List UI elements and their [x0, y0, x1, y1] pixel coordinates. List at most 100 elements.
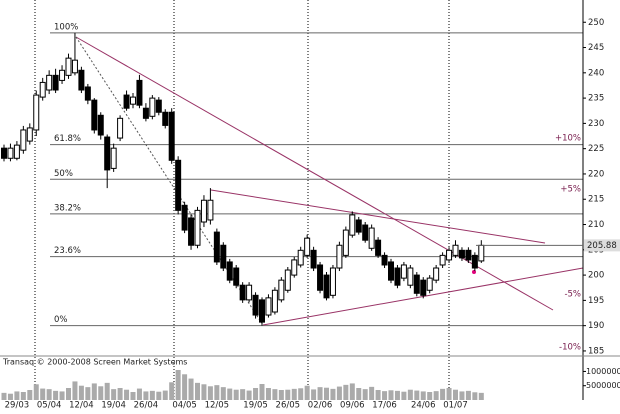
candle-body: [110, 147, 117, 169]
candle-body: [413, 274, 420, 294]
candle-body: [426, 277, 433, 291]
volume-bar: [278, 390, 284, 400]
candle-body: [317, 264, 324, 291]
volume-bar: [420, 391, 426, 400]
volume-bar: [253, 388, 259, 400]
candle-body: [420, 279, 427, 296]
candle-body: [71, 59, 78, 74]
candle-body: [7, 147, 14, 159]
volume-bar: [20, 392, 26, 400]
candle-body: [97, 114, 104, 136]
candle-body: [200, 199, 207, 223]
candle-body: [233, 267, 240, 286]
candle-body: [388, 261, 394, 281]
volume-bar: [195, 382, 200, 400]
candle-body: [181, 204, 188, 231]
volume-bar: [433, 391, 439, 400]
candle-body: [394, 267, 401, 286]
volume-bar: [362, 389, 368, 400]
candle-body: [246, 284, 253, 301]
volume-bar: [78, 385, 84, 400]
fib-label: 38.2%: [54, 203, 81, 213]
volume-bar: [188, 378, 194, 400]
volume-bar: [311, 389, 317, 400]
volume-bar: [27, 390, 33, 400]
candle-body: [136, 79, 143, 106]
candle-body: [342, 229, 349, 256]
volume-bar: [40, 388, 46, 400]
volume-bar: [7, 393, 13, 400]
x-tick-label: 24/06: [411, 401, 436, 411]
y-tick-label: 230: [588, 119, 604, 129]
volume-bar: [330, 388, 336, 400]
x-tick-label: 04/05: [172, 401, 197, 411]
candle-body: [13, 144, 20, 159]
x-tick-label: 26/05: [276, 401, 301, 411]
volume-bar: [349, 383, 355, 400]
volume-bar: [59, 391, 65, 400]
y-tick-label: 200: [588, 271, 604, 281]
volume-bar: [382, 391, 388, 400]
candle-body: [52, 74, 59, 91]
candle-body: [188, 217, 195, 246]
x-tick-label: 19/04: [101, 401, 126, 411]
y-tick-label: 195: [588, 296, 604, 306]
candle-body: [207, 199, 214, 221]
volume-bar: [407, 389, 413, 400]
volume-bar: [240, 389, 246, 400]
volume-bar: [427, 392, 433, 400]
percent-label: +10%: [555, 134, 581, 144]
volume-bar: [143, 391, 149, 400]
volume-bar: [459, 391, 465, 400]
candle-body: [439, 254, 446, 266]
x-tick-label: 19/05: [243, 401, 268, 411]
candle-body: [117, 117, 124, 139]
candle-body: [478, 244, 485, 262]
candle-body: [407, 267, 414, 286]
volume-bar: [220, 387, 226, 400]
volume-bar: [343, 384, 349, 400]
volume-bar: [394, 390, 400, 400]
volume-bar: [401, 391, 407, 400]
volume-bar: [33, 384, 39, 400]
volume-bar: [246, 390, 252, 400]
volume-bar: [453, 389, 458, 400]
candle-body: [162, 111, 169, 126]
volume-bar: [46, 389, 52, 400]
x-tick-label: 09/06: [340, 401, 365, 411]
volume-bar: [214, 385, 220, 400]
candle-body: [362, 224, 369, 241]
volume-bar: [414, 390, 420, 400]
y-tick-label: 225: [588, 144, 604, 154]
candle-body: [310, 249, 317, 269]
volume-bar: [472, 392, 478, 400]
volume-bar: [324, 387, 329, 400]
candle-body: [349, 214, 356, 236]
candle-body: [446, 249, 453, 261]
footer: Transaq © 2000-2008 Screen Market System…: [2, 358, 187, 367]
candle-body: [175, 159, 182, 211]
percent-label: -5%: [564, 289, 581, 299]
candle-body: [433, 267, 440, 281]
x-tick-label: 12/05: [205, 401, 230, 411]
y-tick-label: 210: [588, 220, 604, 230]
volume-bar: [124, 389, 130, 400]
candle-body: [291, 259, 298, 276]
y-tick-label: 220: [588, 169, 604, 179]
volume-bar: [175, 370, 181, 400]
fib-label: 23.6%: [54, 246, 81, 256]
candle-body: [375, 239, 382, 256]
candle-body: [65, 57, 72, 76]
volume-bar: [169, 382, 175, 400]
candle-body: [149, 97, 156, 117]
volume-bar: [156, 391, 162, 400]
volume-bar: [291, 388, 297, 400]
volume-bar: [111, 389, 117, 400]
candle-body: [226, 261, 233, 281]
volume-tick-label: 5000000: [586, 381, 620, 390]
candle-body: [84, 86, 91, 101]
volume-bar: [465, 390, 471, 400]
volume-bar: [272, 389, 278, 400]
candle-body: [104, 136, 111, 171]
